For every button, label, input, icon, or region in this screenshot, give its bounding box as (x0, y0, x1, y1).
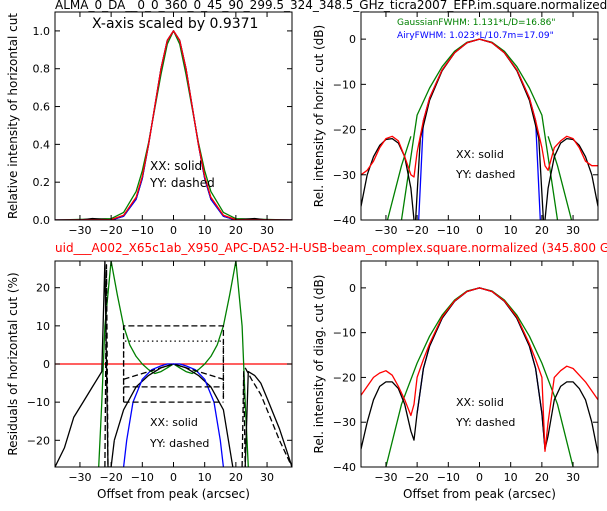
x-tick-label: −30 (68, 224, 91, 237)
x-tick-label: 30 (260, 471, 274, 484)
y-tick-label: −10 (333, 327, 356, 340)
y-tick-label: −20 (27, 434, 50, 447)
y-tick-label: 0.0 (33, 214, 51, 227)
series-line-1 (55, 261, 115, 467)
x-tick-label: 30 (566, 224, 580, 237)
x-tick-label: −20 (406, 471, 429, 484)
x-tick-label: 20 (535, 471, 549, 484)
y-axis-label: Residuals of horizontal cut (%) (6, 272, 20, 455)
annotation-text: YY: dashed (455, 416, 515, 429)
x-tick-label: 10 (198, 224, 212, 237)
y-axis-label: Rel. intensity of diag. cut (dB) (312, 275, 326, 454)
x-tick-label: −20 (100, 224, 123, 237)
panel-br: −30 −20 −10 0 10 20 30 −40 −30 −20 −10 0 Rel. intens… (312, 260, 599, 501)
y-tick-label: −30 (333, 416, 356, 429)
x-tick-label: 20 (535, 224, 549, 237)
series-group (55, 261, 292, 467)
plot-area (55, 12, 292, 220)
annotation-text: GaussianFWHM: 1.131*L/D=16.86" (397, 18, 555, 28)
y-tick-label: 0 (349, 33, 356, 46)
series-group (55, 30, 292, 220)
annotation-text: XX: solid (150, 159, 202, 173)
y-tick-label: 0 (43, 358, 50, 371)
x-tick-label: −10 (437, 224, 460, 237)
x-tick-label: 10 (504, 471, 518, 484)
x-tick-label: 10 (504, 224, 518, 237)
series-group (361, 287, 598, 467)
x-axis-label: Offset from peak (arcsec) (403, 487, 556, 501)
y-tick-label: 0.4 (33, 138, 51, 151)
x-tick-label: 20 (229, 471, 243, 484)
series-line-1 (386, 136, 412, 220)
panel-tr: −30 −20 −10 0 10 20 30 −40 −30 −20 −10 0 Rel. intens… (312, 11, 599, 237)
x-tick-label: 20 (229, 224, 243, 237)
series-line-8 (122, 340, 225, 399)
panel-bl: −30 −20 −10 0 10 20 30 −20 −10 0 10 20 Residuals of … (6, 260, 293, 501)
annotation-text: YY: dashed (455, 168, 515, 181)
x-tick-label: 0 (476, 471, 483, 484)
figure-title-top: ALMA_0_DA__0_0_360_0_45_90_299.5_324_348… (55, 0, 607, 12)
x-tick-label: 10 (198, 471, 212, 484)
series-group (361, 38, 598, 220)
series-line-3 (55, 30, 292, 220)
y-tick-label: 10 (36, 320, 50, 333)
y-tick-label: 20 (36, 282, 50, 295)
x-tick-label: 0 (170, 224, 177, 237)
series-line-5 (122, 325, 225, 403)
y-tick-label: 0.6 (33, 101, 51, 114)
y-tick-label: −30 (333, 169, 356, 182)
series-line-9 (123, 363, 224, 380)
x-tick-label: −30 (374, 224, 397, 237)
series-line-3 (244, 370, 292, 467)
series-line-7 (361, 38, 598, 178)
x-tick-label: −30 (374, 471, 397, 484)
figure-title-middle: uid___A002_X65c1ab_X950_APC-DA52-H-USB-b… (55, 241, 607, 255)
y-tick-label: 1.0 (33, 25, 51, 38)
plot-area (361, 12, 598, 220)
x-tick-label: −10 (131, 471, 154, 484)
annotation-text: XX: solid (456, 148, 504, 161)
series-line-2 (547, 136, 573, 220)
y-axis-label: Relative intensity of horizontal cut (6, 13, 20, 219)
series-line-4 (122, 363, 225, 467)
series-line-12 (244, 367, 292, 467)
panel-tl: −30 −20 −10 0 10 20 30 0.0 0.2 0.4 0.6 0.8 1.0 Relati… (6, 11, 293, 237)
y-tick-label: −40 (333, 214, 356, 227)
x-tick-label: 0 (170, 471, 177, 484)
y-tick-label: −10 (27, 396, 50, 409)
y-tick-label: −20 (333, 124, 356, 137)
y-tick-label: −10 (333, 78, 356, 91)
x-tick-label: −10 (131, 224, 154, 237)
annotation-text: XX: solid (456, 396, 504, 409)
plot-area (361, 261, 598, 467)
y-tick-label: 0.8 (33, 63, 51, 76)
x-tick-label: −10 (437, 471, 460, 484)
y-tick-label: 0 (349, 282, 356, 295)
annotation-text: YY: dashed (149, 437, 209, 450)
x-tick-label: 30 (260, 224, 274, 237)
series-line-6 (544, 137, 598, 220)
x-tick-label: −20 (406, 224, 429, 237)
annotation-text: X-axis scaled by 0.9371 (92, 16, 258, 32)
x-tick-label: −20 (100, 471, 123, 484)
y-axis-label: Rel. intensity of horiz. cut (dB) (312, 25, 326, 207)
annotation-text: YY: dashed (149, 176, 215, 190)
y-tick-label: −40 (333, 461, 356, 474)
x-tick-label: −30 (68, 471, 91, 484)
series-line-3 (361, 287, 598, 452)
series-line-11 (241, 370, 246, 467)
x-tick-label: 0 (476, 224, 483, 237)
y-tick-label: −20 (333, 371, 356, 384)
x-tick-label: 30 (566, 471, 580, 484)
x-axis-label: Offset from peak (arcsec) (97, 487, 250, 501)
series-line-10 (104, 264, 109, 467)
annotation-text: XX: solid (150, 416, 198, 429)
annotation-text: AiryFWHM: 1.023*L/10.7m=17.09" (397, 31, 554, 41)
y-tick-label: 0.2 (33, 176, 51, 189)
